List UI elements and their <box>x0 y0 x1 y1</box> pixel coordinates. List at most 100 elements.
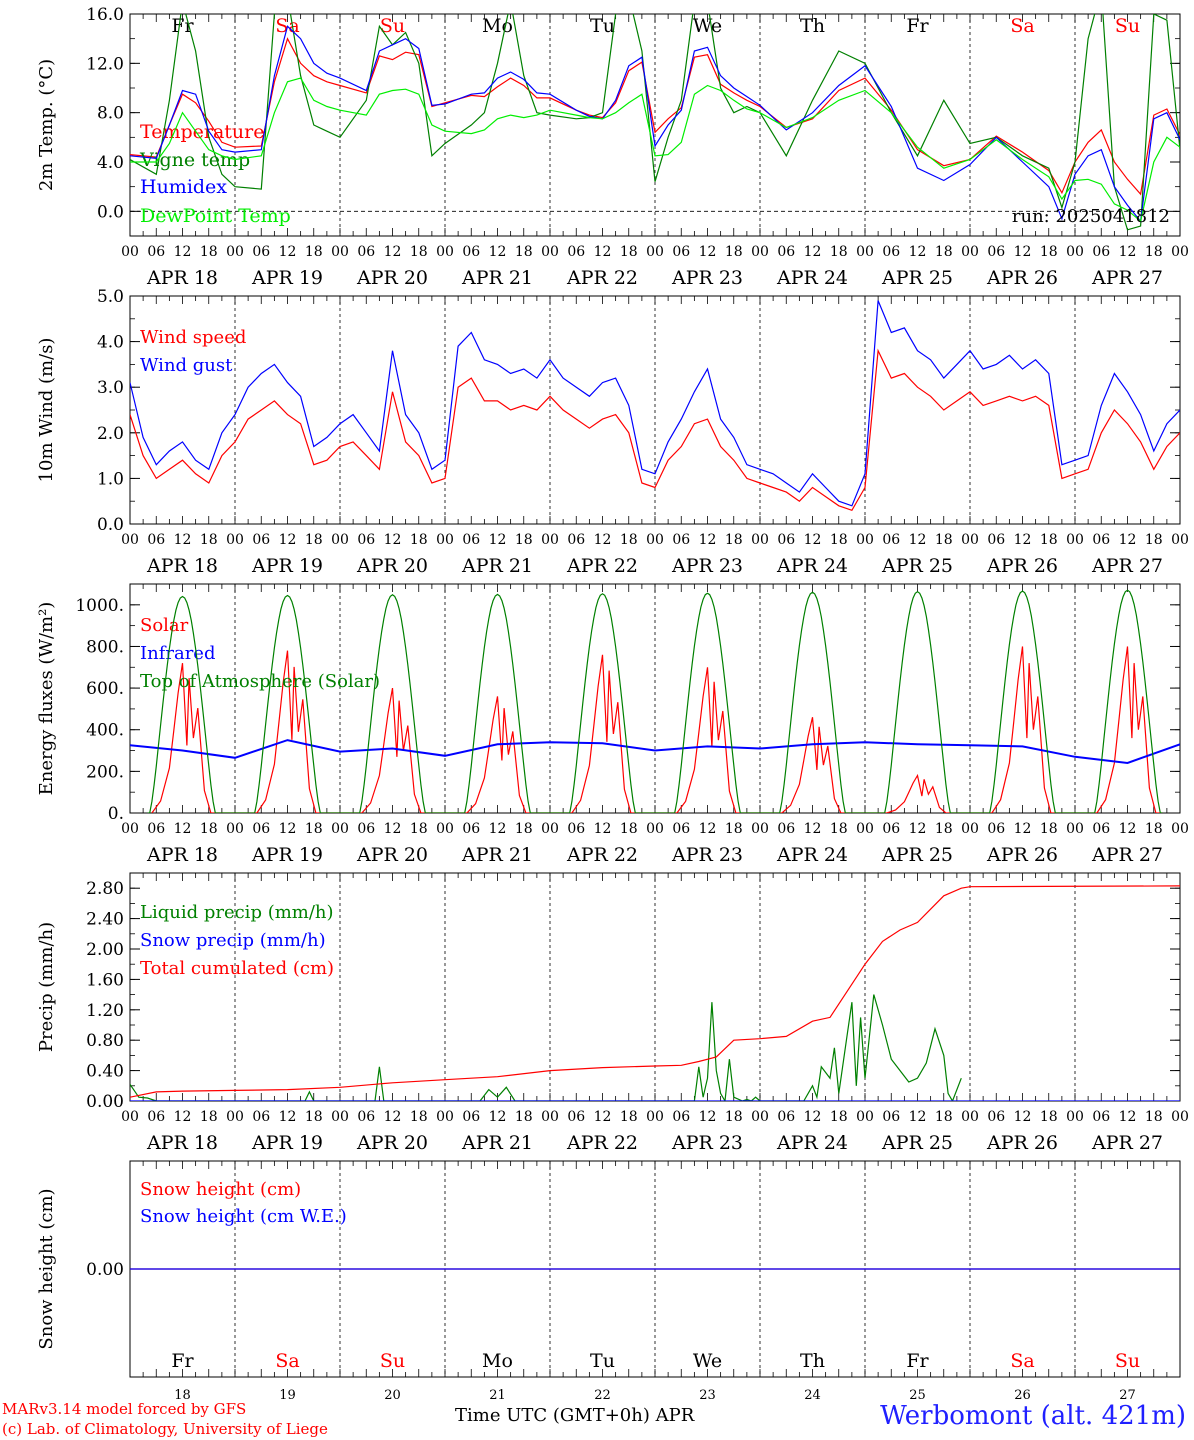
date-label: APR 18 <box>146 1132 218 1154</box>
weekday-label: Su <box>1115 1350 1140 1372</box>
hour-tick-label: 12 <box>1014 532 1032 548</box>
hour-tick-label: 18 <box>620 244 638 260</box>
y-tick-label: 16.0 <box>86 5 124 25</box>
hour-tick-label: 12 <box>909 532 927 548</box>
hour-tick-label: 18 <box>830 1109 848 1125</box>
weekday-label: We <box>693 1350 722 1372</box>
y-tick-label: 3.0 <box>97 378 124 398</box>
weekday-label: Tu <box>590 1350 615 1372</box>
y-tick-label: 0.0 <box>97 515 124 535</box>
hour-tick-label: 12 <box>279 244 297 260</box>
hour-tick-label: 18 <box>515 244 533 260</box>
hour-tick-label: 06 <box>1092 1109 1110 1125</box>
hour-tick-label: 00 <box>121 532 139 548</box>
hour-tick-label: 06 <box>672 821 690 837</box>
legend-entry: Temperature <box>140 121 264 143</box>
hour-tick-label: 00 <box>751 244 769 260</box>
hour-tick-label: 18 <box>515 532 533 548</box>
hour-tick-label: 06 <box>462 821 480 837</box>
date-label: APR 23 <box>671 555 743 577</box>
hour-tick-label: 00 <box>961 244 979 260</box>
hour-tick-label: 06 <box>882 1109 900 1125</box>
hour-tick-label: 18 <box>830 244 848 260</box>
hour-tick-label: 12 <box>699 244 717 260</box>
hour-tick-label: 18 <box>410 821 428 837</box>
y-tick-label: 0. <box>108 804 124 824</box>
weekday-label: Mo <box>482 1350 513 1372</box>
weekday-label: Sa <box>1010 15 1034 37</box>
hour-tick-label: 00 <box>541 821 559 837</box>
hour-tick-label: 18 <box>515 821 533 837</box>
y-tick-label: 0.0 <box>97 202 124 222</box>
hour-tick-label: 00 <box>856 532 874 548</box>
hour-tick-label: 00 <box>751 532 769 548</box>
weekday-label: Th <box>800 15 825 37</box>
y-tick-label: 2.40 <box>86 910 124 930</box>
hour-tick-label: 00 <box>436 1109 454 1125</box>
date-label: APR 20 <box>356 555 428 577</box>
date-label: APR 25 <box>881 1132 953 1154</box>
hour-tick-label: 00 <box>121 1109 139 1125</box>
hour-tick-label: 06 <box>672 244 690 260</box>
hour-tick-label: 00 <box>856 1109 874 1125</box>
series-line-solar <box>151 646 1163 813</box>
hour-tick-label: 00 <box>331 1109 349 1125</box>
date-label: APR 19 <box>251 1132 323 1154</box>
hour-tick-label: 12 <box>384 821 402 837</box>
day-number-label: 25 <box>909 1388 926 1403</box>
hour-tick-label: 00 <box>1066 1109 1084 1125</box>
day-number-label: 19 <box>279 1388 296 1403</box>
legend-entry: Humidex <box>140 176 227 198</box>
weekday-label: Fr <box>906 15 929 37</box>
hour-tick-label: 12 <box>1014 244 1032 260</box>
date-label: APR 24 <box>776 267 848 289</box>
day-number-label: 20 <box>384 1388 401 1403</box>
hour-tick-label: 12 <box>489 532 507 548</box>
y-tick-label: 800. <box>86 637 124 657</box>
legend-entry: Snow height (cm) <box>140 1179 301 1200</box>
hour-tick-label: 00 <box>226 532 244 548</box>
weekday-label: We <box>693 15 722 37</box>
hour-tick-label: 12 <box>279 532 297 548</box>
hour-tick-label: 12 <box>699 1109 717 1125</box>
hour-tick-label: 12 <box>384 244 402 260</box>
y-tick-label: 2.80 <box>86 879 124 899</box>
date-label: APR 20 <box>356 844 428 866</box>
legend-entry: Liquid precip (mm/h) <box>140 902 334 923</box>
hour-tick-label: 00 <box>1171 1109 1189 1125</box>
weekday-label: Su <box>1115 15 1140 37</box>
time-axis-title: Time UTC (GMT+0h) APR <box>455 1405 695 1426</box>
hour-tick-label: 12 <box>489 1109 507 1125</box>
hour-tick-label: 00 <box>541 532 559 548</box>
hour-tick-label: 06 <box>147 244 165 260</box>
day-number-label: 23 <box>699 1388 716 1403</box>
hour-tick-label: 18 <box>725 532 743 548</box>
hour-tick-label: 06 <box>462 1109 480 1125</box>
hour-tick-label: 12 <box>279 821 297 837</box>
y-tick-label: 2.00 <box>86 940 124 960</box>
hour-tick-label: 00 <box>646 244 664 260</box>
weekday-label: Fr <box>171 15 194 37</box>
y-tick-label: 1.60 <box>86 970 124 990</box>
hour-tick-label: 18 <box>200 244 218 260</box>
hour-tick-label: 06 <box>882 244 900 260</box>
model-credit-line: MARv3.14 model forced by GFS <box>2 1400 247 1418</box>
date-label: APR 24 <box>776 1132 848 1154</box>
legend-entry: Total cumulated (cm) <box>140 958 334 979</box>
date-label: APR 19 <box>251 844 323 866</box>
date-label: APR 27 <box>1091 267 1163 289</box>
date-label: APR 22 <box>566 1132 638 1154</box>
hour-tick-label: 12 <box>804 1109 822 1125</box>
series-line-total-cumulated-cm <box>130 885 1180 1098</box>
hour-tick-label: 12 <box>174 244 192 260</box>
day-number-label: 21 <box>489 1388 506 1403</box>
date-label: APR 27 <box>1091 555 1163 577</box>
weekday-label: Fr <box>906 1350 929 1372</box>
hour-tick-label: 12 <box>594 532 612 548</box>
hour-tick-label: 12 <box>804 821 822 837</box>
hour-tick-label: 00 <box>1066 244 1084 260</box>
hour-tick-label: 06 <box>462 244 480 260</box>
date-label: APR 25 <box>881 555 953 577</box>
date-label: APR 23 <box>671 844 743 866</box>
